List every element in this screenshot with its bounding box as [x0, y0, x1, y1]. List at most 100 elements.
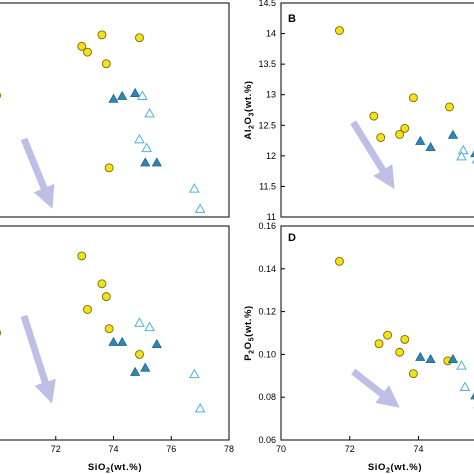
panel-d-filled-triangle-point: [447, 353, 459, 364]
panel-c-circle-point: [0, 330, 2, 336]
panel-d-circle-point: [374, 339, 384, 349]
panel-a-open-triangle-point: [134, 133, 145, 144]
panel-d-xlabel-tail: (wt.%): [391, 462, 423, 473]
panel-a-open-triangle-point: [141, 142, 153, 153]
panel-a-filled-triangle-point: [151, 157, 162, 167]
panel-c-circle-point: [97, 279, 107, 289]
panel-a-open-triangle-point: [137, 90, 148, 101]
panel-d-y-tick-label: 0.08: [258, 392, 276, 402]
panel-d-marks: [335, 256, 474, 409]
panel-d-y-tick-label: 0.12: [258, 307, 276, 317]
panel-b-ylabel-sub2: 3: [249, 112, 256, 117]
panel-b-y-ticks: 11 11.5 12 12.5 13 13.5 14 14.5: [258, 0, 285, 222]
panel-c-circle-point: [77, 251, 87, 261]
panel-a-filled-triangle-point: [108, 93, 119, 103]
panel-c-open-triangle-point: [134, 317, 145, 327]
panel-d-xlabel-main: SiO: [368, 462, 386, 473]
panel-c-xlabel-main: SiO: [88, 462, 106, 473]
panel-c-xlabel-tail: (wt.%): [111, 462, 143, 473]
panel-b-circle-point: [408, 93, 418, 103]
panel-a-circle-point: [101, 59, 111, 69]
panel-d-x-ticks: 70 72 74: [276, 436, 424, 454]
panel-b-circle-point: [376, 133, 386, 142]
panel-a-circle-point: [97, 30, 107, 40]
panel-d-circle-point: [408, 369, 418, 379]
panel-b-circle-point: [445, 102, 454, 112]
panel-c-open-triangle-point: [144, 321, 155, 332]
panel-c-x-tick-label: 72: [51, 444, 61, 454]
panel-b-y-tick-label: 14.5: [258, 0, 276, 8]
panel-b: B 11 11.5 12 12.5 13 13.5 14 14.5 Al2O3(wt.%): [243, 0, 474, 222]
panel-d: D 0.060.080.100.120.140.16 70 72 74 P2O5(w…: [243, 221, 474, 474]
panel-c-trend-arrow: [20, 314, 56, 404]
panel-b-circle-point: [400, 123, 410, 133]
panel-d-ylabel-tail: (wt.%): [243, 305, 254, 337]
panel-a: [0, 2, 230, 218]
panel-d-x-tick-label: 72: [345, 444, 355, 454]
panel-b-ylabel-mid: O: [243, 116, 254, 124]
panel-d-label: D: [288, 232, 296, 244]
panel-d-x-tick-label: 70: [276, 444, 286, 454]
panel-b-circle-point: [395, 130, 405, 139]
panel-c-marks: [0, 251, 206, 413]
panel-b-trend-arrow: [350, 120, 395, 190]
panel-b-open-triangle-point: [457, 144, 469, 155]
panel-d-circle-point: [395, 347, 405, 357]
panel-a-filled-triangle-point: [130, 87, 141, 97]
panel-b-y-tick-label: 11: [267, 212, 276, 222]
panel-d-trend-arrow: [351, 368, 400, 408]
panel-a-marks: [0, 30, 206, 213]
panel-d-filled-triangle-point: [425, 353, 436, 364]
panel-d-y-tick-label: 0.16: [258, 221, 276, 231]
panel-d-y-tick-label: 0.14: [258, 264, 276, 274]
panel-d-filled-triangle-point: [415, 351, 426, 361]
panel-c-circle-point: [135, 349, 144, 359]
panel-a-open-triangle-point: [144, 107, 155, 118]
panel-b-frame: [280, 2, 474, 218]
panel-d-circle-point: [400, 334, 410, 344]
panel-a-trend-arrow: [20, 137, 55, 209]
panel-b-y-tick-label: 11.5: [259, 181, 276, 191]
panel-c-frame: [0, 225, 230, 441]
panel-d-ylabel-mid: O: [243, 341, 254, 349]
panel-b-filled-triangle-point: [447, 129, 459, 139]
panel-d-xlabel-sub: 2: [386, 468, 391, 474]
panel-d-y-axis-label: P2O5(wt.%): [243, 305, 256, 361]
panel-a-open-triangle-point: [194, 203, 206, 213]
panel-d-frame: [280, 225, 474, 441]
panel-d-ylabel-main: P: [243, 354, 254, 361]
panel-b-ylabel-sub1: 2: [249, 124, 256, 129]
panel-b-y-tick-label: 12.5: [258, 120, 276, 130]
panel-d-filled-triangle-point: [470, 392, 474, 400]
panel-b-marks: [335, 26, 474, 190]
panel-b-y-tick-label: 13: [266, 90, 276, 100]
panel-a-open-triangle-point: [188, 183, 200, 193]
panel-b-ylabel-tail: (wt.%): [243, 80, 254, 112]
panel-a-filled-triangle-point: [117, 90, 128, 100]
panel-a-circle-point: [0, 92, 2, 99]
panel-c-open-triangle-point: [194, 402, 206, 413]
panel-c-open-triangle-point: [188, 368, 200, 379]
panel-d-ylabel-sub2: 5: [249, 337, 256, 342]
panel-c-filled-triangle-point: [108, 336, 119, 346]
panel-a-circle-point: [83, 47, 92, 57]
panel-b-ylabel-main: Al: [243, 129, 254, 140]
panel-d-y-ticks: 0.06 0.08 0.10 0.12 0.14 0.16: [258, 221, 285, 445]
panel-b-y-tick-label: 13.5: [258, 59, 276, 69]
panel-c-x-tick-label: 78: [224, 444, 234, 454]
panel-b-y-tick-label: 12: [266, 151, 276, 161]
panel-d-open-triangle-point: [459, 381, 471, 391]
panel-d-circle-point: [383, 330, 393, 340]
panel-a-circle-point: [135, 33, 144, 43]
panel-c-xlabel-sub: 2: [106, 468, 111, 474]
panel-c-filled-triangle-point: [140, 362, 151, 372]
panel-a-circle-point: [77, 41, 87, 51]
panel-a-frame: [0, 2, 230, 218]
panel-b-label: B: [288, 13, 296, 25]
panel-d-circle-point: [335, 256, 344, 266]
panel-b-open-triangle-point: [456, 150, 467, 161]
panel-b-filled-triangle-point: [415, 135, 426, 145]
panel-b-y-axis-label: Al2O3(wt.%): [243, 80, 256, 139]
panel-d-x-axis-label: SiO2(wt.%): [368, 462, 422, 474]
